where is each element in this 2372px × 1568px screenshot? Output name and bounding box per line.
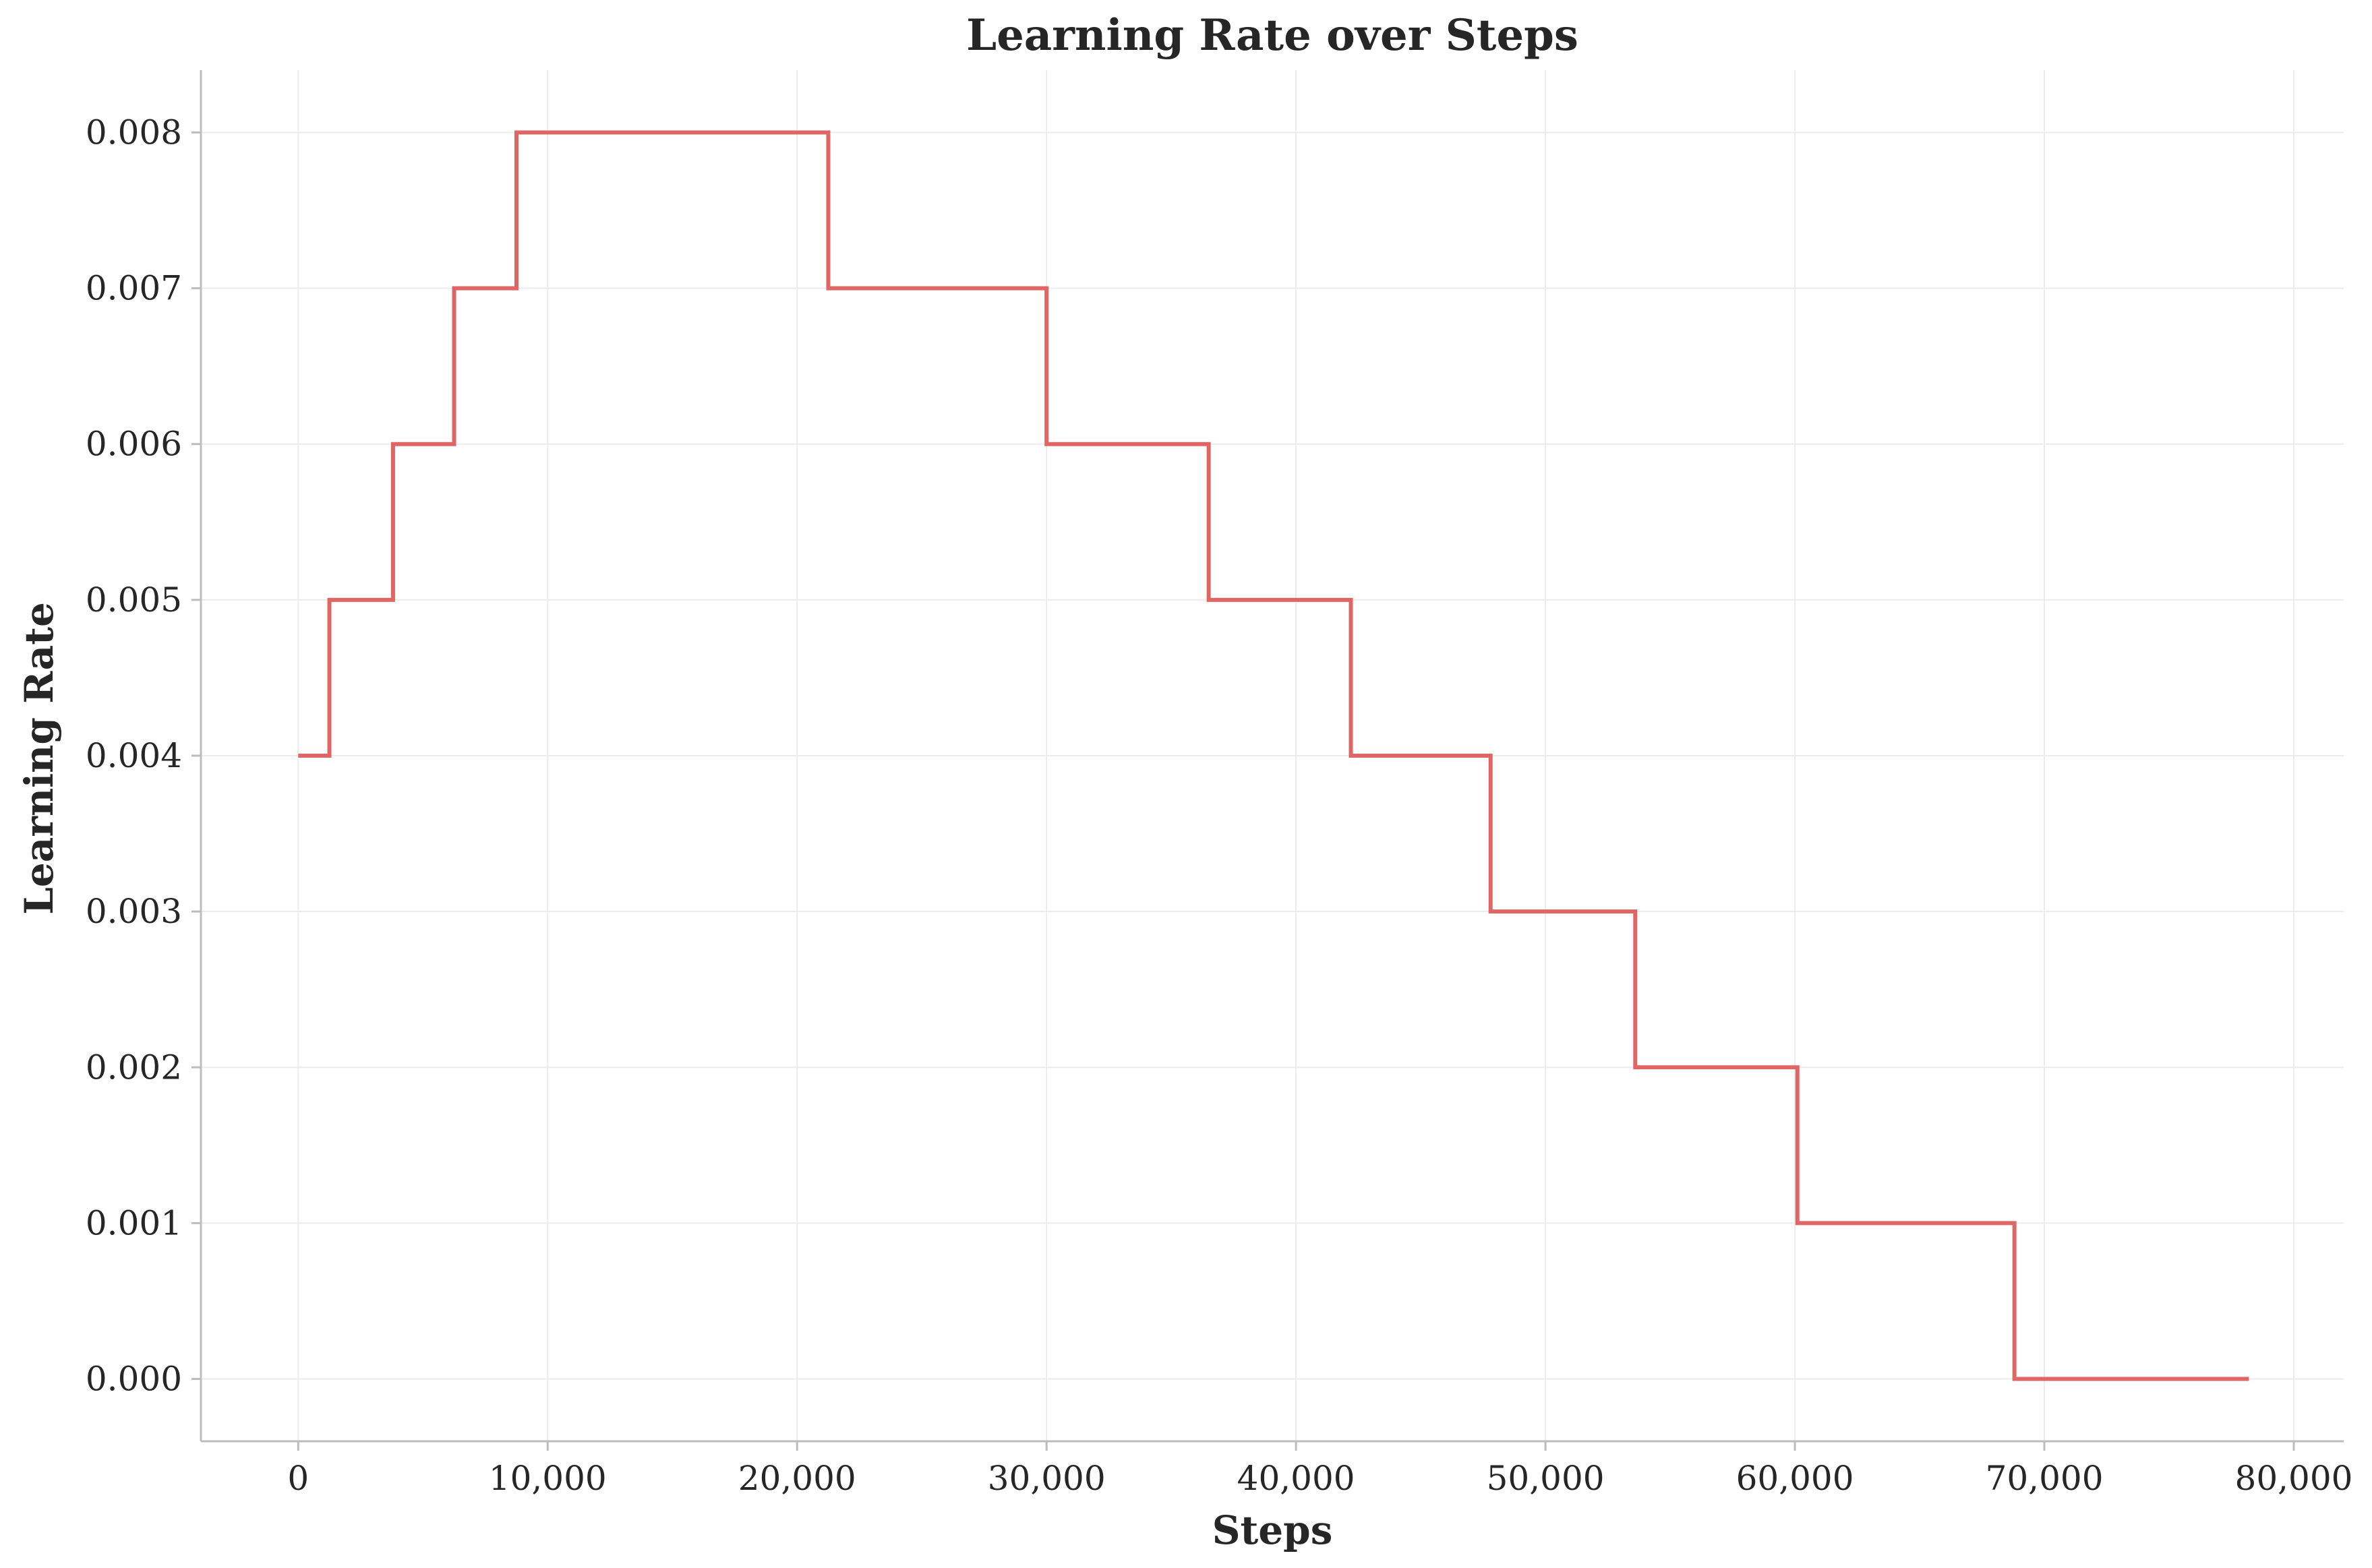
x-tick-label: 80,000	[2235, 1459, 2353, 1498]
x-tick-label: 40,000	[1237, 1459, 1355, 1498]
x-tick-label: 0	[287, 1459, 309, 1498]
y-tick-label: 0.004	[86, 736, 182, 775]
x-tick-label: 50,000	[1487, 1459, 1605, 1498]
y-axis-label: Learning Rate	[16, 602, 62, 915]
x-tick-label: 20,000	[738, 1459, 856, 1498]
y-tick-label: 0.008	[86, 113, 182, 152]
learning-rate-series-line	[298, 130, 2249, 1381]
x-axis-label: Steps	[1212, 1507, 1333, 1553]
x-tick-label: 70,000	[1986, 1459, 2104, 1498]
x-tick-label: 60,000	[1736, 1459, 1854, 1498]
ticks: 0 10,000 20,000 30,000 40,000 50,000 60,000 70,…	[86, 113, 2353, 1498]
chart-title: Learning Rate over Steps	[966, 10, 1578, 61]
x-tick-label: 30,000	[988, 1459, 1106, 1498]
y-tick-label: 0.003	[86, 892, 182, 931]
y-tick-label: 0.000	[86, 1360, 182, 1399]
series-layer	[298, 130, 2249, 1381]
y-tick-label: 0.006	[86, 425, 182, 464]
x-tick-label: 10,000	[489, 1459, 607, 1498]
y-tick-label: 0.002	[86, 1048, 182, 1087]
y-tick-label: 0.001	[86, 1203, 182, 1242]
y-tick-label: 0.005	[86, 580, 182, 620]
y-tick-label: 0.007	[86, 269, 182, 308]
grid-layer	[201, 70, 2344, 1441]
